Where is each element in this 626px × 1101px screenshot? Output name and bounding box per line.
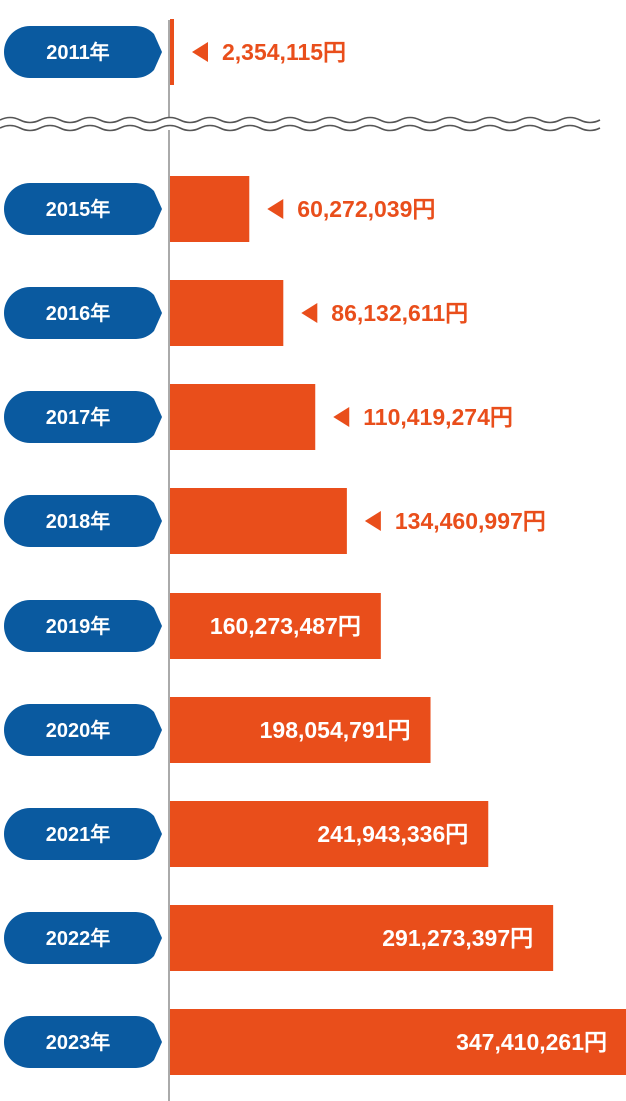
year-label-bubble [4,287,162,339]
bar [170,176,250,242]
value-label: 134,460,997円 [395,508,546,534]
year-label: 2020年 [46,718,111,742]
bar [170,593,381,659]
value-label: 110,419,274円 [363,404,513,430]
pointer-triangle [364,511,381,531]
year-label-bubble [4,808,162,860]
pointer-triangle [301,303,318,323]
year-label: 2017年 [46,405,111,429]
bar-row: 2016年 86,132,611円 [4,280,468,346]
axis-break-line [0,124,601,132]
year-label: 2022年 [46,926,111,950]
pointer-triangle [267,199,284,219]
year-label: 2015年 [46,197,111,221]
year-label-bubble [4,600,162,652]
value-label: 347,410,261円 [456,1029,607,1055]
bar-row: 2020年 198,054,791円 [4,697,431,763]
bar-row: 2011年 2,354,115円 [4,19,346,85]
year-label: 2016年 [46,301,111,325]
year-label-bubble [4,391,162,443]
bar [170,697,431,763]
bar-row: 2019年 160,273,487円 [4,593,381,659]
bar [170,19,174,85]
year-label: 2019年 [46,614,111,638]
bar-row: 2023年 347,410,261円 [4,1009,626,1075]
pointer-triangle [192,42,208,62]
value-label: 2,354,115円 [222,39,346,65]
axis-break-gap [0,118,585,130]
value-label: 198,054,791円 [260,717,411,743]
bar [170,905,554,971]
bar-row: 2022年 291,273,397円 [4,905,554,971]
value-label: 86,132,611円 [331,300,468,326]
bar [170,488,347,554]
year-label-bubble [4,183,162,235]
bar-row: 2015年 60,272,039円 [4,176,435,242]
bar [170,280,284,346]
pointer-triangle [333,407,350,427]
bar-row: 2021年 241,943,336円 [4,801,489,867]
year-label: 2018年 [46,509,111,533]
year-label-bubble [4,26,162,78]
value-label: 241,943,336円 [317,821,468,847]
year-label: 2023年 [46,1030,111,1054]
bar-row: 2018年 134,460,997円 [4,488,546,554]
value-label: 291,273,397円 [382,925,533,951]
axis-break-mark [0,116,601,132]
year-label-bubble [4,495,162,547]
axis-break-line [0,116,601,124]
value-label: 60,272,039円 [297,196,435,222]
year-label-bubble [4,912,162,964]
bar [170,801,489,867]
year-label: 2011年 [46,40,109,64]
bar [170,384,316,450]
year-label-bubble [4,1016,162,1068]
year-label: 2021年 [46,822,111,846]
bar [170,1009,626,1075]
value-label: 160,273,487円 [210,613,361,639]
bar-row: 2017年 110,419,274円 [4,384,513,450]
year-label-bubble [4,704,162,756]
